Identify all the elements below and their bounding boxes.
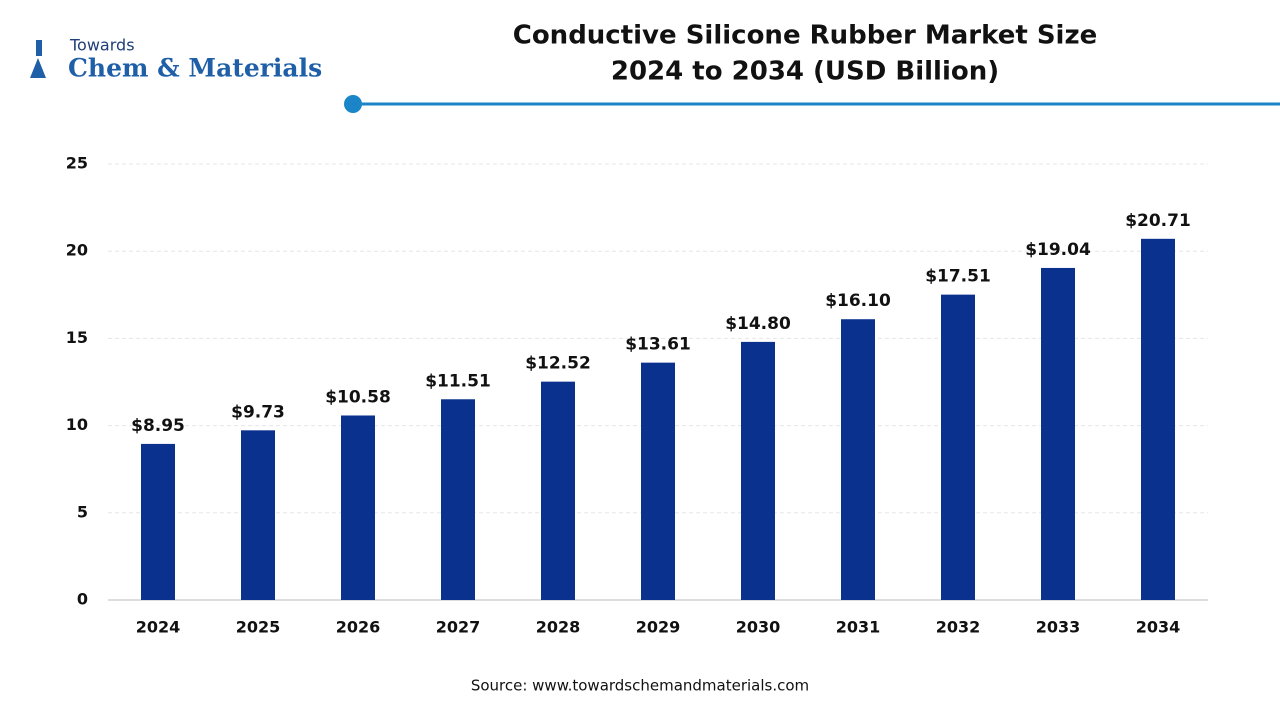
value-label: $20.71	[1125, 211, 1191, 231]
header-dot	[344, 95, 362, 113]
bar	[741, 341, 775, 600]
bar	[241, 430, 275, 600]
bar	[841, 319, 875, 600]
x-tick-label: 2032	[936, 618, 981, 637]
x-tick-label: 2027	[436, 618, 481, 637]
value-label: $11.51	[425, 371, 491, 391]
y-tick-label: 25	[66, 154, 88, 173]
x-tick-label: 2034	[1136, 618, 1181, 637]
bar	[1041, 267, 1075, 600]
y-tick-label: 0	[77, 590, 88, 609]
x-tick-label: 2029	[636, 618, 681, 637]
logo-icon	[36, 40, 42, 56]
x-tick-label: 2025	[236, 618, 281, 637]
x-tick-label: 2024	[136, 618, 181, 637]
bar	[1141, 238, 1175, 600]
x-tick-label: 2033	[1036, 618, 1081, 637]
y-tick-label: 10	[66, 415, 88, 434]
value-label: $13.61	[625, 335, 691, 355]
y-tick-label: 5	[77, 502, 88, 521]
bar	[941, 294, 975, 600]
logo-text: Towards	[69, 36, 135, 55]
value-label: $16.10	[825, 291, 891, 311]
y-tick-label: 20	[66, 241, 88, 260]
value-label: $8.95	[131, 416, 185, 436]
bar	[341, 415, 375, 600]
bar	[141, 443, 175, 600]
logo: Towards Chem & Materials	[30, 36, 322, 83]
source: Source: www.towardschemandmaterials.com	[471, 677, 809, 695]
value-label: $14.80	[725, 314, 791, 334]
chart-title: 2024 to 2034 (USD Billion)	[611, 57, 999, 87]
chart-title: Conductive Silicone Rubber Market Size	[513, 21, 1098, 51]
logo-icon	[30, 58, 46, 78]
value-label: $17.51	[925, 267, 991, 287]
x-tick-label: 2030	[736, 618, 781, 637]
x-tick-label: 2031	[836, 618, 881, 637]
value-label: $9.73	[231, 402, 285, 422]
logo-text: Chem & Materials	[68, 54, 322, 83]
y-tick-label: 15	[66, 328, 88, 347]
value-label: $19.04	[1025, 240, 1091, 260]
x-tick-label: 2028	[536, 618, 581, 637]
x-tick-label: 2026	[336, 618, 381, 637]
bar	[641, 362, 675, 600]
value-label: $10.58	[325, 387, 391, 407]
bar	[441, 399, 475, 600]
value-label: $12.52	[525, 354, 591, 374]
bar	[541, 381, 575, 600]
